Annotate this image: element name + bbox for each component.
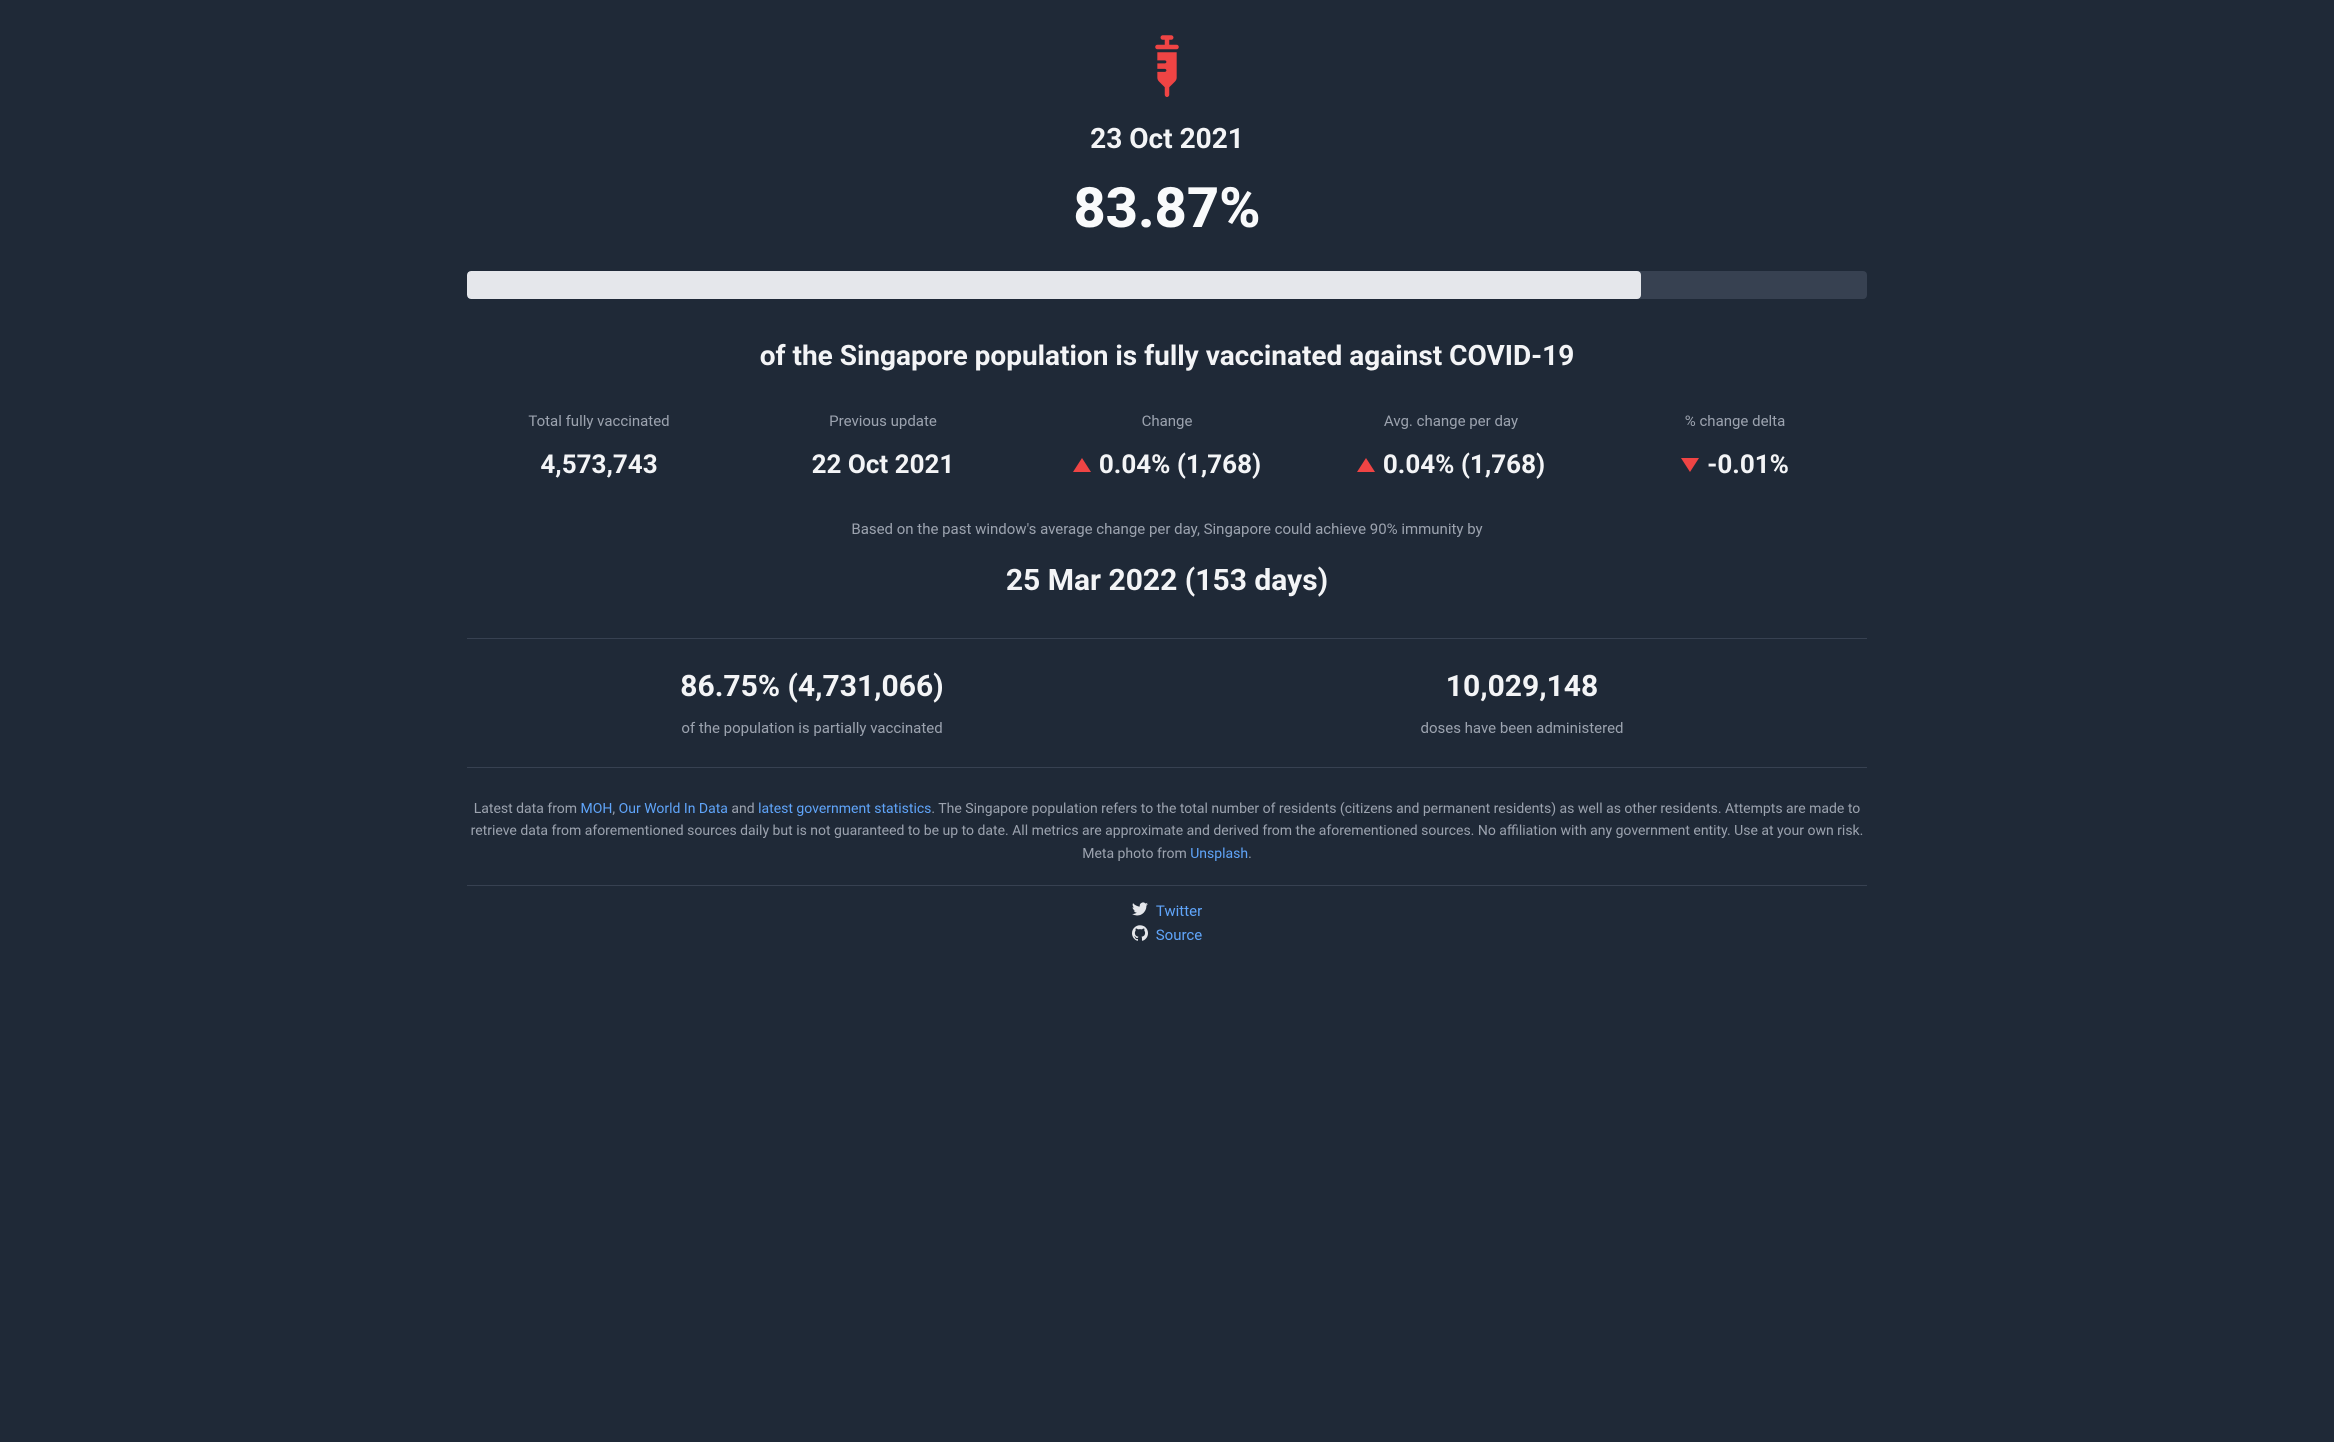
stats-grid: Total fully vaccinated 4,573,743 Previous … bbox=[467, 412, 1867, 480]
twitter-link[interactable]: Twitter bbox=[1132, 901, 1202, 921]
prediction-text: Based on the past window's average chang… bbox=[467, 520, 1867, 538]
stat-value: 4,573,743 bbox=[467, 450, 731, 480]
secondary-stats: 86.75% (4,731,066) of the population is p… bbox=[467, 669, 1867, 737]
subtitle: of the Singapore population is fully vac… bbox=[467, 339, 1867, 372]
stat-value-text: -0.01% bbox=[1707, 450, 1789, 480]
disclaimer: Latest data from MOH, Our World In Data … bbox=[467, 798, 1867, 865]
disclaimer-text: and bbox=[728, 801, 758, 817]
stat-value-text: 4,573,743 bbox=[540, 450, 657, 480]
owid-link[interactable]: Our World In Data bbox=[619, 801, 728, 817]
disclaimer-text: . bbox=[1248, 846, 1252, 862]
stat-item: % change delta -0.01% bbox=[1603, 412, 1867, 480]
source-label: Source bbox=[1156, 926, 1202, 944]
progress-bar-fill bbox=[467, 271, 1641, 299]
stat-value-text: 0.04% (1,768) bbox=[1383, 450, 1545, 480]
stat-item: Avg. change per day 0.04% (1,768) bbox=[1319, 412, 1583, 480]
triangle-up-icon bbox=[1357, 458, 1375, 472]
secondary-stat-item: 10,029,148 doses have been administered bbox=[1177, 669, 1867, 737]
secondary-stat-label: of the population is partially vaccinate… bbox=[467, 719, 1157, 737]
disclaimer-text: Latest data from bbox=[474, 801, 581, 817]
twitter-label: Twitter bbox=[1156, 902, 1202, 920]
stat-label: Total fully vaccinated bbox=[467, 412, 731, 430]
source-link[interactable]: Source bbox=[1132, 925, 1202, 945]
secondary-stat-value: 86.75% (4,731,066) bbox=[467, 669, 1157, 704]
secondary-stat-item: 86.75% (4,731,066) of the population is p… bbox=[467, 669, 1157, 737]
stat-value: 0.04% (1,768) bbox=[1319, 450, 1583, 480]
stat-label: % change delta bbox=[1603, 412, 1867, 430]
stat-value: 22 Oct 2021 bbox=[751, 450, 1015, 480]
update-date: 23 Oct 2021 bbox=[467, 122, 1867, 155]
divider bbox=[467, 638, 1867, 639]
progress-bar bbox=[467, 271, 1867, 299]
dashboard-container: 23 Oct 2021 83.87% of the Singapore popu… bbox=[467, 40, 1867, 945]
github-icon bbox=[1132, 925, 1148, 945]
stat-value: 0.04% (1,768) bbox=[1035, 450, 1299, 480]
footer-links: Twitter Source bbox=[467, 885, 1867, 945]
stat-label: Avg. change per day bbox=[1319, 412, 1583, 430]
stat-value-text: 0.04% (1,768) bbox=[1099, 450, 1261, 480]
stat-label: Change bbox=[1035, 412, 1299, 430]
main-percentage: 83.87% bbox=[467, 175, 1867, 241]
stat-value-text: 22 Oct 2021 bbox=[812, 450, 955, 480]
prediction-date: 25 Mar 2022 (153 days) bbox=[467, 563, 1867, 598]
triangle-down-icon bbox=[1681, 458, 1699, 472]
stat-item: Previous update 22 Oct 2021 bbox=[751, 412, 1015, 480]
unsplash-link[interactable]: Unsplash bbox=[1190, 846, 1248, 862]
stat-label: Previous update bbox=[751, 412, 1015, 430]
divider bbox=[467, 767, 1867, 768]
twitter-icon bbox=[1132, 901, 1148, 921]
triangle-up-icon bbox=[1073, 458, 1091, 472]
syringe-icon bbox=[467, 40, 1867, 92]
secondary-stat-value: 10,029,148 bbox=[1177, 669, 1867, 704]
secondary-stat-label: doses have been administered bbox=[1177, 719, 1867, 737]
stat-item: Total fully vaccinated 4,573,743 bbox=[467, 412, 731, 480]
gov-stats-link[interactable]: latest government statistics bbox=[758, 801, 931, 817]
stat-item: Change 0.04% (1,768) bbox=[1035, 412, 1299, 480]
stat-value: -0.01% bbox=[1603, 450, 1867, 480]
moh-link[interactable]: MOH bbox=[581, 801, 613, 817]
